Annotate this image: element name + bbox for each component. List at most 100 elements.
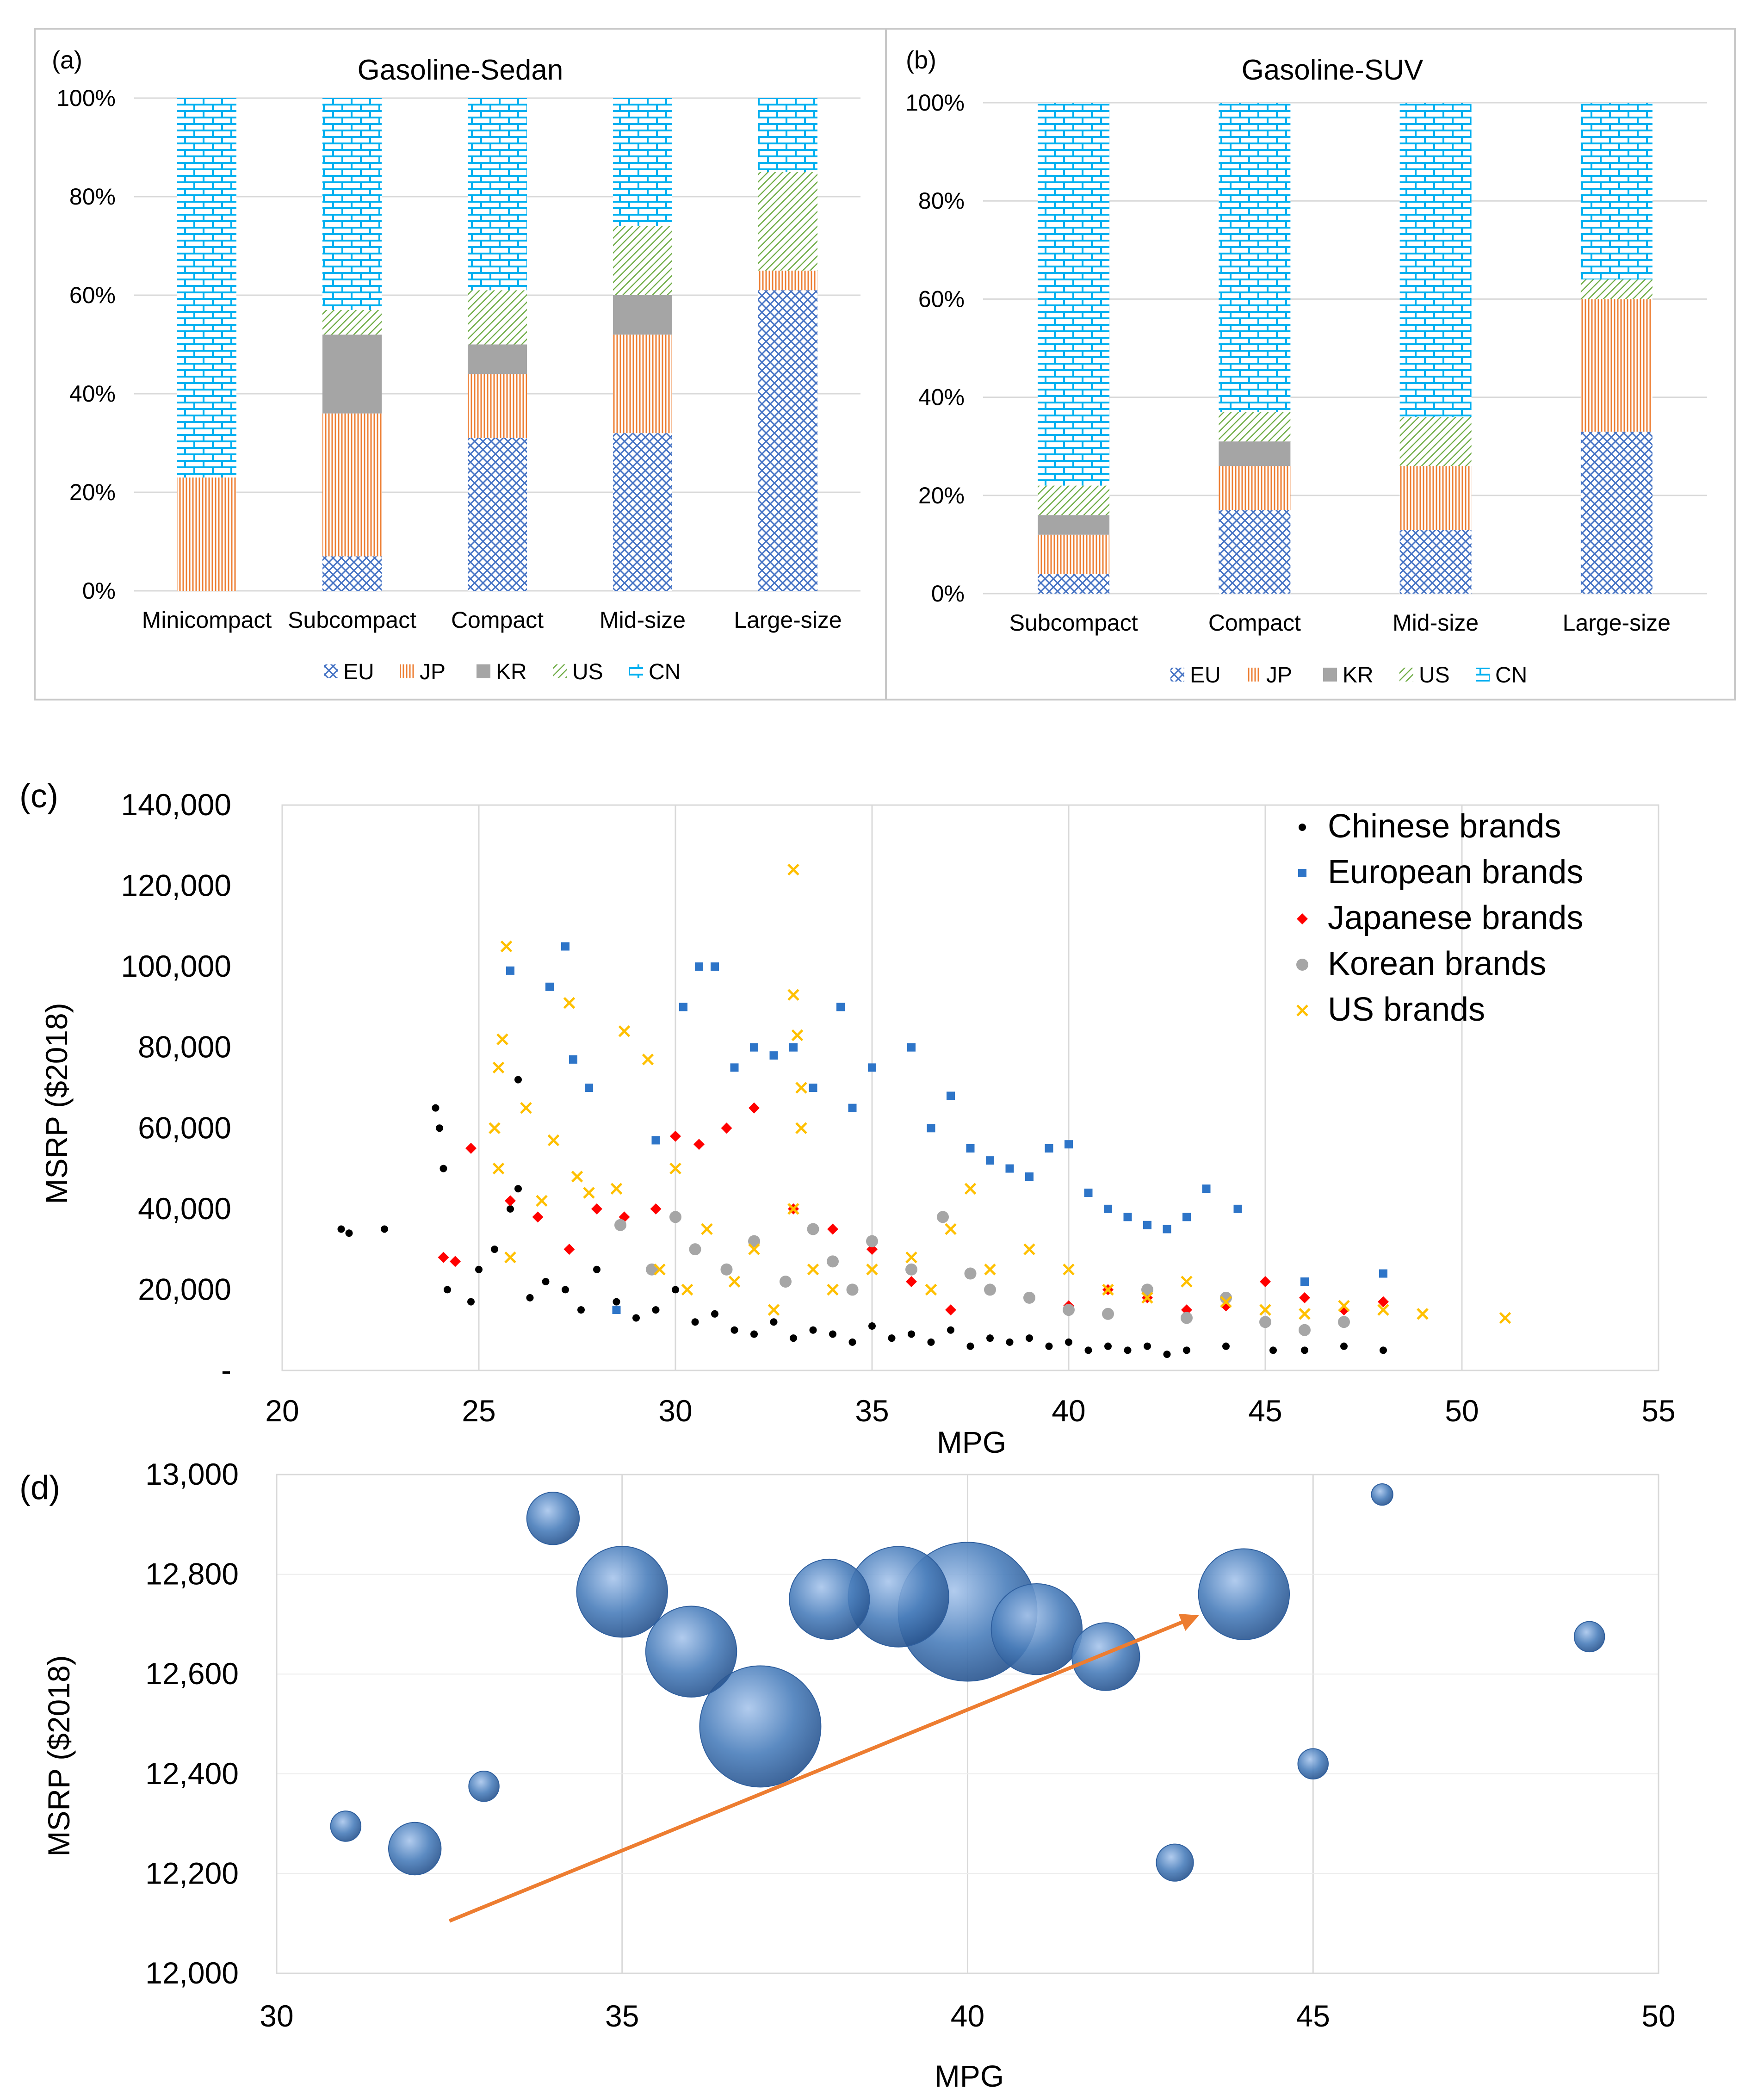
bar-eu: [758, 290, 817, 591]
point-us: [1417, 1308, 1429, 1320]
point-us: [669, 1162, 681, 1175]
panel-a-label: (a): [52, 46, 82, 74]
y-tick-label: 0%: [82, 578, 116, 604]
chart-a-title: Gasoline-Sedan: [358, 54, 563, 86]
x-tick-label: 30: [260, 1999, 293, 2033]
y-tick-label: 100%: [905, 90, 965, 116]
legend-swatch-jp: [400, 664, 414, 678]
chart-a-plot: [134, 97, 860, 592]
point-chinese: [927, 1338, 935, 1346]
y-tick-label: 12,200: [145, 1856, 239, 1890]
legend-swatch-eu: [1170, 668, 1184, 682]
point-us: [767, 1304, 780, 1316]
bar-kr: [322, 335, 382, 414]
point-chinese: [1084, 1346, 1092, 1354]
point-japanese: [438, 1252, 449, 1263]
chart-d-x-label: MPG: [935, 2059, 1004, 2093]
point-us: [1499, 1312, 1511, 1324]
point-korean: [905, 1263, 917, 1276]
point-european: [927, 1124, 935, 1133]
point-chinese: [691, 1318, 699, 1326]
point-chinese: [1006, 1338, 1014, 1346]
point-us: [905, 1251, 917, 1264]
trend-arrow: [448, 1613, 1199, 1923]
panel-b-frame: [885, 28, 1736, 700]
legend-label: KR: [1343, 663, 1374, 688]
point-us: [618, 1025, 631, 1037]
bar-cn: [613, 98, 672, 226]
point-us: [1141, 1292, 1153, 1304]
y-tick-label: 12,800: [145, 1557, 239, 1591]
bar-jp: [613, 335, 672, 434]
y-tick-label: 12,400: [145, 1756, 239, 1791]
panel-b-label: (b): [906, 46, 936, 74]
bar-eu: [1580, 431, 1653, 594]
point-european: [907, 1043, 916, 1052]
bar-eu: [1399, 530, 1472, 594]
point-us: [984, 1264, 996, 1276]
x-tick-label: 25: [462, 1394, 495, 1428]
point-chinese: [750, 1330, 758, 1338]
chart-d-plot: [276, 1474, 1659, 1974]
panel-d-label: (d): [19, 1469, 60, 1506]
chart-d-x-ticks: 30 35 40 45 50: [260, 1999, 1675, 2033]
point-chinese: [848, 1338, 856, 1346]
point-us: [1023, 1243, 1035, 1255]
legend-swatch-jp: [1247, 668, 1261, 682]
point-chinese: [475, 1265, 483, 1273]
y-tick-label: 40%: [69, 381, 116, 407]
point-chinese: [829, 1330, 836, 1338]
point-japanese: [1378, 1296, 1389, 1308]
point-us: [1220, 1295, 1232, 1308]
chart-b-y-ticks: 0% 20% 40% 60% 80% 100%: [905, 90, 965, 607]
y-tick-label: 120,000: [121, 868, 231, 903]
point-european: [730, 1063, 739, 1072]
point-japanese: [532, 1211, 544, 1223]
point-chinese: [947, 1326, 954, 1334]
bubble: [1198, 1548, 1290, 1640]
x-tick-label: 50: [1641, 1999, 1675, 2033]
chart-d-y-ticks: 12,000 12,200 12,400 12,600 12,800 13,000: [145, 1457, 239, 1990]
point-korean: [1141, 1283, 1153, 1296]
x-tick-label: Mid-size: [1393, 610, 1479, 636]
point-chinese: [888, 1334, 896, 1342]
point-european: [1300, 1277, 1309, 1286]
point-european: [868, 1063, 876, 1072]
legend-marker-korean: [1296, 959, 1308, 971]
point-japanese: [670, 1130, 681, 1142]
chart-b-legend: EU JP KR US CN: [1170, 663, 1527, 688]
bubble: [388, 1822, 442, 1876]
y-tick-label: 12,600: [145, 1656, 239, 1691]
bubble: [526, 1492, 580, 1545]
point-chinese: [1380, 1346, 1387, 1354]
point-chinese: [507, 1205, 514, 1213]
point-chinese: [770, 1318, 778, 1326]
point-korean: [1259, 1316, 1271, 1328]
bar-us: [1399, 417, 1472, 466]
x-tick-label: Subcompact: [1009, 610, 1138, 636]
point-us: [571, 1171, 583, 1183]
point-chinese: [337, 1225, 345, 1233]
legend-marker-chinese: [1299, 824, 1306, 831]
point-us: [500, 940, 513, 953]
point-us: [945, 1223, 957, 1235]
point-japanese: [505, 1195, 516, 1207]
point-chinese: [345, 1229, 353, 1237]
bar-jp: [1219, 466, 1291, 510]
point-european: [545, 982, 554, 991]
point-chinese: [1124, 1346, 1132, 1354]
x-tick-label: 45: [1296, 1999, 1330, 2033]
point-us: [1063, 1264, 1075, 1276]
chart-c-x-ticks: 20 25 30 35 40 45 50 55: [265, 1394, 1675, 1428]
chart-c-y-ticks: - 20,000 40,000 60,000 80,000 100,000 120,000 1…: [121, 787, 231, 1387]
point-european: [836, 1003, 845, 1011]
chart-c-legend: Chinese brands European brands Japanese br…: [1296, 808, 1583, 1028]
point-us: [610, 1183, 623, 1195]
point-european: [1084, 1188, 1093, 1197]
point-korean: [1063, 1304, 1075, 1316]
point-european: [711, 962, 719, 971]
point-korean: [807, 1223, 819, 1235]
legend-label: EU: [1190, 663, 1221, 688]
point-chinese: [672, 1286, 679, 1294]
point-us: [791, 1029, 804, 1041]
